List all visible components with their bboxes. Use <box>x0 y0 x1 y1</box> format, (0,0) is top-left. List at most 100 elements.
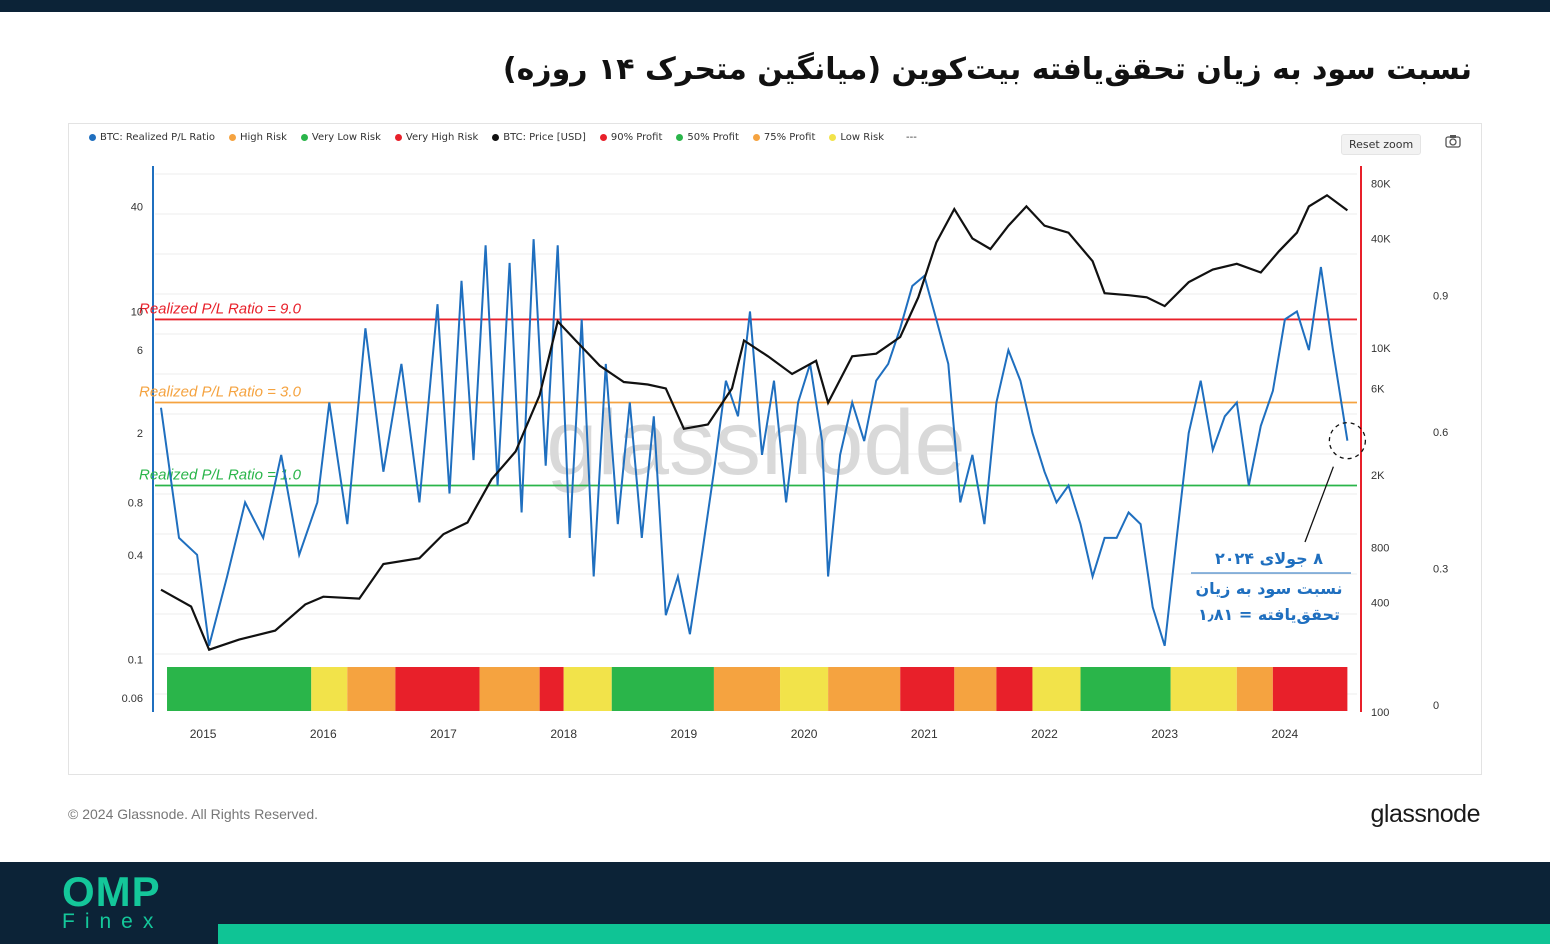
left-axis-tick: 6 <box>137 345 143 357</box>
annotation-pointer <box>1304 466 1334 543</box>
far-right-axis-tick: 0 <box>1433 700 1439 712</box>
left-axis-tick: 2 <box>137 428 143 440</box>
far-right-axis-tick: 0.3 <box>1433 564 1448 576</box>
x-axis-tick: 2020 <box>791 727 818 741</box>
legend-label: High Risk <box>240 132 287 143</box>
legend-dot <box>599 134 607 141</box>
chart-frame: glassnode Realized P/L Ratio = 9.0 Realize… <box>68 123 1482 775</box>
risk-band-segment <box>780 667 829 711</box>
far-right-axis-tick: 0.9 <box>1433 291 1448 303</box>
risk-band-segment <box>828 667 901 711</box>
x-axis-tick: 2022 <box>1031 727 1058 741</box>
risk-band-segment <box>611 667 714 711</box>
legend-label: Low Risk <box>840 132 885 143</box>
legend-label: 75% Profit <box>763 132 816 143</box>
x-axis-tick: 2016 <box>310 727 337 741</box>
right-axis-tick: 40K <box>1371 233 1391 245</box>
x-axis-tick: 2024 <box>1272 727 1299 741</box>
risk-band-segment <box>1032 667 1081 711</box>
legend-dot <box>829 134 837 141</box>
legend-dot <box>752 134 760 141</box>
x-axis-tick: 2021 <box>911 727 938 741</box>
risk-band-segment <box>713 667 781 711</box>
footer-logo-sub: Finex <box>62 910 164 933</box>
brand-logo-text: glassnode <box>1370 800 1481 828</box>
risk-band-segment <box>479 667 540 711</box>
annotation-line3: تحقق‌یافته = ۱٫۸۱ <box>1198 605 1340 624</box>
x-axis-tick: 2018 <box>550 727 577 741</box>
watermark-text: glassnode <box>546 392 965 494</box>
left-axis-tick: 0.4 <box>128 550 143 562</box>
series-line-btc-price <box>160 193 1349 652</box>
x-axis-tick: 2017 <box>430 727 457 741</box>
annotation-circle <box>1328 422 1367 460</box>
legend-item[interactable]: High Risk <box>229 132 287 143</box>
legend-item[interactable]: Very High Risk <box>394 132 479 143</box>
x-axis-tick: 2015 <box>190 727 217 741</box>
right-axis-tick: 100 <box>1371 707 1389 719</box>
risk-band-segment <box>900 667 955 711</box>
risk-band-segment <box>1080 667 1171 711</box>
left-axis-tick: 0.06 <box>122 693 143 705</box>
left-axis-tick: 0.8 <box>128 497 143 509</box>
left-axis-tick: 40 <box>131 202 143 214</box>
threshold-label: Realized P/L Ratio = 3.0 <box>139 383 302 400</box>
risk-band-segment <box>347 667 396 711</box>
legend-dot <box>492 134 500 141</box>
threshold-label: Realized P/L Ratio = 1.0 <box>139 467 302 484</box>
right-axis-tick: 6K <box>1371 383 1385 395</box>
camera-icon[interactable] <box>1445 134 1461 148</box>
legend-label: 50% Profit <box>687 132 739 143</box>
legend-label: BTC: Realized P/L Ratio <box>100 132 215 143</box>
footer-logo-main: OMP <box>62 868 161 915</box>
legend-item[interactable]: BTC: Realized P/L Ratio <box>89 132 215 143</box>
x-axis-tick: 2019 <box>671 727 698 741</box>
legend-dot <box>300 134 308 141</box>
legend-label: Very Low Risk <box>311 132 381 143</box>
risk-band-segment <box>1272 667 1348 711</box>
legend-dot <box>394 134 402 141</box>
legend-item[interactable]: BTC: Price [USD] <box>492 132 586 143</box>
right-axis-tick: 10K <box>1371 343 1391 355</box>
risk-band-segment <box>395 667 480 711</box>
legend-item[interactable]: 90% Profit <box>599 132 663 143</box>
left-axis-tick: 10 <box>131 306 143 318</box>
top-bar <box>0 0 1550 12</box>
right-axis-tick: 400 <box>1371 597 1389 609</box>
legend-dot <box>229 134 236 141</box>
legend-label: Very High Risk <box>405 132 479 143</box>
left-axis-tick: 0.1 <box>128 655 143 667</box>
legend-item[interactable]: 50% Profit <box>676 132 739 143</box>
reset-zoom-button[interactable]: Reset zoom <box>1341 134 1422 155</box>
risk-band-segment <box>167 667 312 711</box>
risk-band-segment <box>539 667 564 711</box>
chart-svg: glassnode Realized P/L Ratio = 9.0 Realize… <box>122 166 1448 741</box>
right-axis-tick: 80K <box>1371 179 1391 191</box>
right-axis-tick: 2K <box>1371 470 1385 482</box>
legend-label: 90% Profit <box>610 132 663 143</box>
legend-item[interactable]: 75% Profit <box>752 132 816 143</box>
risk-band-segment <box>563 667 612 711</box>
copyright-text: © 2024 Glassnode. All Rights Reserved. <box>68 806 319 822</box>
legend-item[interactable]: Very Low Risk <box>300 132 381 143</box>
risk-band-segment <box>996 667 1033 711</box>
annotation-date: ۸ جولای ۲۰۲۴ <box>1215 549 1323 568</box>
right-axis-tick: 800 <box>1371 543 1389 555</box>
page-title: نسبت سود به زیان تحقق‌یافته بیت‌کوین (می… <box>502 52 1472 87</box>
risk-band-segment <box>311 667 348 711</box>
legend-dot <box>89 134 96 141</box>
risk-band-segment <box>1170 667 1237 711</box>
legend-item[interactable]: Low Risk <box>829 132 884 143</box>
annotation-line2: نسبت سود به زیان <box>1195 579 1342 598</box>
chart-legend: BTC: Realized P/L Ratio High Risk Very Low… <box>89 132 917 143</box>
series-line-realized-pl-ratio <box>160 239 1349 647</box>
threshold-label: Realized P/L Ratio = 9.0 <box>139 300 302 317</box>
footer-accent-stripe <box>218 924 1550 944</box>
far-right-axis-tick: 0.6 <box>1433 427 1448 439</box>
risk-band-segment <box>954 667 997 711</box>
legend-label: BTC: Price [USD] <box>503 132 586 143</box>
legend-dot <box>676 134 684 141</box>
x-axis-tick: 2023 <box>1151 727 1178 741</box>
risk-band-segment <box>1236 667 1273 711</box>
legend-more[interactable]: --- <box>906 132 917 143</box>
